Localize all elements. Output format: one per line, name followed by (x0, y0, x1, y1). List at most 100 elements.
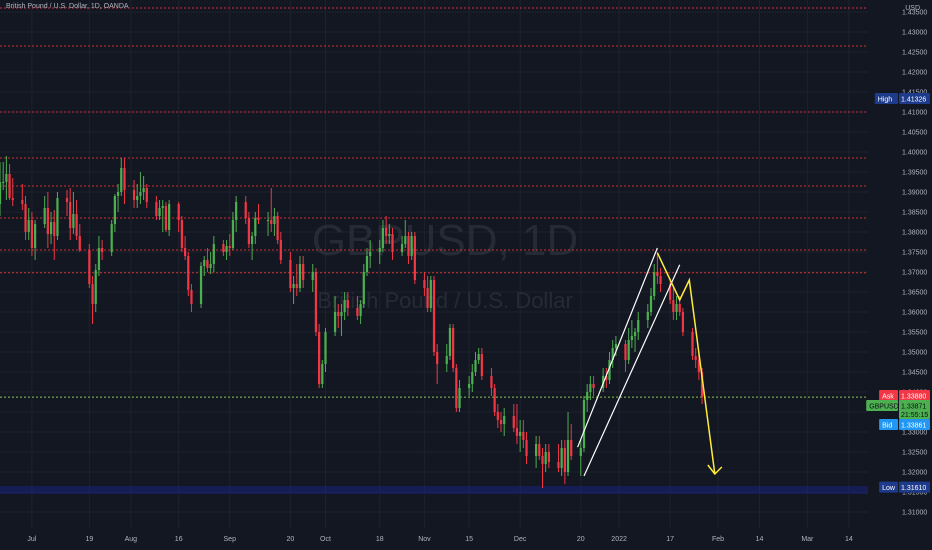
candle-body (413, 236, 416, 280)
candle-body (407, 236, 410, 256)
candle-body (362, 272, 365, 304)
candle-body (72, 214, 75, 228)
candle-body (168, 204, 171, 230)
candle-body (493, 388, 496, 412)
bid-tag-label-box (879, 419, 898, 430)
candle-body (369, 252, 372, 256)
candle-body (88, 250, 91, 284)
high-tag-label-box (874, 92, 898, 104)
candle-body (630, 336, 633, 340)
price-tick-label: 1.38500 (902, 210, 927, 217)
candle-body (161, 206, 164, 208)
price-tick-label: 1.35500 (902, 330, 927, 337)
watermark-symbol: GBPUSD, 1D (312, 216, 579, 265)
candle-body (30, 220, 34, 248)
candle-body (448, 328, 452, 356)
price-tick-label: 1.43000 (902, 30, 927, 37)
bid-tag: Bid 1.33861 (879, 419, 930, 430)
bid-tag-value-box (899, 419, 930, 430)
candle-body (547, 452, 550, 462)
candle-body (589, 384, 592, 392)
candle-body (452, 328, 455, 368)
countdown-tag: 21:55:15 (899, 410, 930, 419)
candle-body (515, 428, 519, 436)
candle-body (155, 202, 158, 216)
candle-body (120, 168, 123, 192)
price-tick-label: 1.40500 (902, 130, 927, 137)
bid-tag-label: Bid (882, 423, 892, 430)
candle-body (480, 354, 483, 376)
candle-body (633, 332, 637, 336)
time-tick-label: Nov (418, 536, 431, 543)
candle-body (608, 360, 611, 380)
candle-body (116, 192, 120, 196)
symbol-tag-value: 1.33871 (901, 404, 926, 411)
symbol-watermark: GBPUSD, 1D British Pound / U.S. Dollar (312, 216, 579, 313)
candle-body (477, 354, 480, 360)
candle-body (672, 300, 675, 312)
price-tick-label: 1.41000 (902, 110, 927, 117)
symbol-tag-label: GBPUSD (869, 404, 899, 411)
time-tick-label: Sep (224, 536, 237, 543)
candle-body (691, 332, 694, 356)
candle-body (410, 236, 413, 256)
ask-tag-value: 1.33880 (901, 394, 926, 401)
candle-body (458, 388, 461, 408)
symbol-tag-value-box (899, 400, 930, 411)
candle-body (535, 444, 538, 456)
candle-body (123, 168, 126, 190)
candle-body (164, 206, 168, 230)
candle-body (225, 246, 228, 252)
ask-tag-value-box (899, 390, 930, 401)
candle-body (356, 308, 359, 316)
price-tick-label: 1.40000 (902, 150, 927, 157)
candle-body (637, 320, 640, 332)
candle-body (436, 352, 439, 364)
support-zone (0, 486, 868, 494)
candle-body (212, 244, 215, 264)
candle-body (653, 272, 656, 296)
candle-body (24, 204, 27, 232)
projection-line (656, 252, 716, 475)
candle-body (257, 218, 260, 220)
candle-body (340, 312, 343, 316)
price-axis[interactable]: 1.435001.430001.425001.420001.415001.410… (902, 10, 927, 517)
support-band (0, 486, 868, 494)
candle-body (557, 462, 560, 468)
candle-body (279, 240, 282, 260)
candle-body (250, 236, 254, 244)
candle-body (678, 304, 681, 312)
price-tick-label: 1.37500 (902, 250, 927, 257)
time-tick-label: 18 (376, 536, 384, 543)
candle-body (429, 280, 432, 308)
time-tick-label: 17 (666, 536, 674, 543)
candle-body (400, 244, 404, 252)
candle-body (700, 372, 704, 398)
time-tick-label: 19 (85, 536, 93, 543)
time-tick-label: Oct (320, 536, 331, 543)
projection-path[interactable] (656, 252, 723, 476)
candle-body (311, 272, 314, 280)
ask-tag-label: Ask (882, 394, 894, 401)
symbol-title[interactable]: British Pound / U.S. Dollar, 1D, OANDA (6, 3, 129, 10)
candle-body (289, 260, 292, 288)
candle-body (235, 202, 238, 220)
candle-body (33, 224, 37, 248)
price-tick-label: 1.34500 (902, 370, 927, 377)
candle-body (624, 344, 627, 360)
currency-label: USD (905, 5, 920, 12)
time-axis[interactable]: Jul 19 Aug 16 Sep 20 Oct 18 Nov 15 Dec 20 2022 17 Feb 1… (27, 536, 852, 543)
candle-body (295, 284, 298, 288)
candle-body (467, 384, 471, 388)
candle-body (404, 236, 407, 244)
trend-channel[interactable] (577, 247, 681, 477)
candle-body (11, 198, 14, 200)
candle-body (65, 198, 69, 202)
candle-body (75, 214, 78, 236)
candle-body (27, 220, 30, 232)
candle-body (247, 218, 251, 244)
candle-body (519, 432, 522, 436)
candle-body (627, 340, 630, 360)
time-tick-label: 2022 (611, 536, 627, 543)
